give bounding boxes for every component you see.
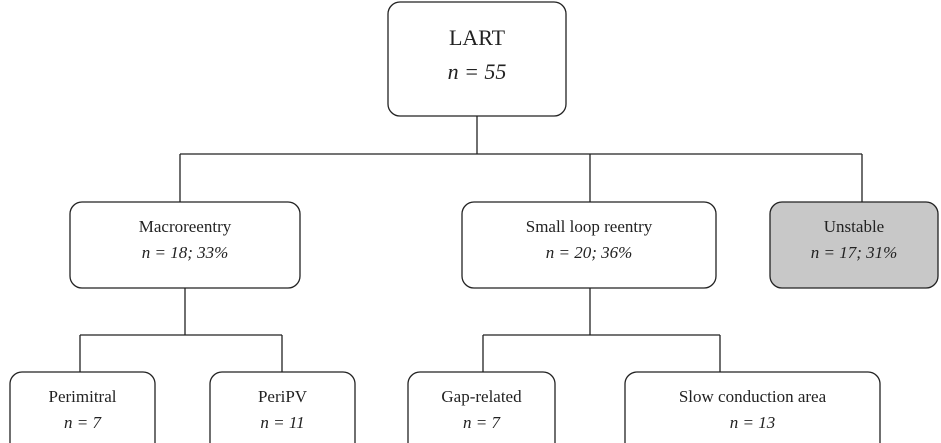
macroreentry-connector	[79, 288, 283, 372]
node-label: Small loop reentry	[526, 217, 653, 236]
node-count: n = 7	[64, 413, 102, 432]
node-count: n = 17; 31%	[811, 243, 898, 262]
node-label: PeriPV	[258, 387, 308, 406]
node-box	[461, 201, 717, 289]
node-count: n = 20; 36%	[546, 243, 633, 262]
node-count: n = 11	[260, 413, 304, 432]
node-box	[769, 201, 939, 289]
node-label: Macroreentry	[139, 217, 232, 236]
root-connector	[179, 116, 863, 202]
node-count: n = 18; 33%	[142, 243, 229, 262]
node-box	[209, 371, 356, 443]
node-count: n = 55	[448, 59, 507, 84]
node-label: Gap-related	[441, 387, 522, 406]
node-box	[407, 371, 556, 443]
node-label: Perimitral	[49, 387, 117, 406]
node-label: Slow conduction area	[679, 387, 827, 406]
node-label: Unstable	[824, 217, 884, 236]
node-count: n = 13	[730, 413, 775, 432]
small-loop-connector	[482, 288, 721, 372]
node-count: n = 7	[463, 413, 501, 432]
node-label: LART	[449, 25, 506, 50]
connectors	[79, 116, 863, 372]
node-box	[387, 1, 567, 117]
node-box	[624, 371, 881, 443]
node-box	[69, 201, 301, 289]
node-box	[9, 371, 156, 443]
